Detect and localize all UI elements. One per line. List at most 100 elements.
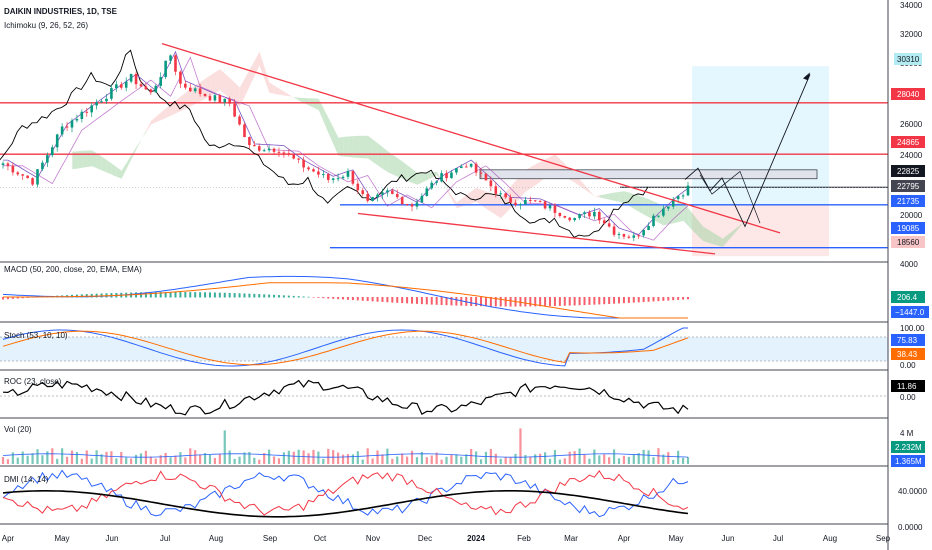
macd-hist-bar (588, 297, 591, 305)
candle-body (341, 176, 345, 179)
volume-bar (524, 454, 527, 464)
cloud-segment (303, 98, 309, 106)
stoch-d-value: 38.43 (897, 350, 918, 359)
candle-body (346, 171, 350, 177)
candle-body (430, 182, 434, 189)
tag-18560: 18560 (897, 238, 920, 247)
tag-21735: 21735 (897, 197, 920, 206)
cloud-segment (693, 214, 699, 237)
volume-bar (376, 450, 379, 464)
vol-value: 2.232M (895, 443, 922, 452)
volume-bar (337, 452, 340, 464)
cloud-segment (333, 127, 339, 156)
cloud-segment (446, 188, 452, 200)
roc-tick-0: 0.00 (900, 393, 916, 402)
macd-hist-bar (312, 297, 315, 298)
volume-bar (588, 458, 591, 464)
candle-body (322, 174, 325, 176)
volume-bar (346, 454, 350, 464)
candle-body (139, 84, 143, 87)
volume-bar (603, 454, 606, 464)
candle-body (543, 201, 547, 209)
candle-body (238, 116, 241, 125)
macd-hist-bar (174, 292, 177, 298)
macd-value: 206.4 (897, 293, 918, 302)
price-pane[interactable] (0, 43, 888, 257)
macd-hist-bar (238, 293, 241, 298)
time-tick-apr: Apr (2, 534, 15, 543)
cloud-segment (427, 172, 432, 181)
candle-body (302, 159, 305, 168)
candle-body (60, 126, 64, 135)
cloud-segment (456, 198, 462, 209)
volume-bar (41, 455, 44, 464)
candle-body (154, 85, 158, 93)
volume-bar (686, 457, 690, 464)
candle-body (637, 235, 641, 237)
stoch-pane[interactable] (0, 327, 888, 367)
dmi-pane[interactable] (2, 469, 689, 518)
candle-body (509, 197, 512, 203)
volume-bar (277, 458, 281, 464)
cloud-segment (382, 147, 388, 173)
macd-hist-bar (558, 297, 561, 306)
macd-hist-bar (386, 297, 389, 303)
volume-bar (16, 457, 19, 464)
cloud-segment (476, 187, 482, 206)
roc-pane[interactable] (0, 379, 888, 416)
candle-body (272, 148, 276, 152)
candle-body (617, 234, 621, 236)
candle-body (671, 199, 675, 207)
cloud-segment (284, 91, 290, 97)
macd-pane[interactable] (2, 275, 689, 319)
candle-body (445, 173, 448, 179)
macd-hist-bar (287, 295, 290, 298)
candle-body (169, 55, 172, 61)
cloud-segment (471, 187, 477, 204)
stoch-d-line (2, 330, 689, 366)
macd-hist-bar (218, 292, 221, 298)
macd-hist-bar (534, 297, 537, 307)
macd-hist-bar (6, 297, 9, 300)
cloud-segment (299, 97, 304, 103)
volume-bar (622, 455, 626, 464)
lagging-span (0, 49, 649, 238)
macd-hist-bar (406, 297, 409, 304)
candle-body (494, 186, 498, 194)
macd-hist-bar (95, 293, 98, 298)
volume-bar (563, 458, 566, 464)
volume-bar (558, 459, 561, 464)
candle-body (662, 208, 665, 216)
macd-hist-bar (642, 297, 645, 303)
volume-bar (667, 452, 670, 464)
time-tick-sep: Sep (876, 534, 891, 543)
volume-pane[interactable] (1, 428, 690, 464)
candle-body (469, 163, 473, 167)
vol-tick: 4 M (900, 429, 914, 438)
macd-hist-bar (529, 297, 532, 307)
cloud-segment (116, 167, 122, 179)
candle-body (400, 197, 404, 205)
cloud-segment (338, 137, 344, 157)
candle-body (149, 89, 153, 93)
cloud-segment (496, 195, 501, 218)
cloud-segment (348, 136, 354, 158)
macd-hist-bar (223, 292, 226, 298)
volume-bar (95, 450, 98, 464)
cloud-segment (101, 156, 107, 173)
candle-body (297, 158, 300, 160)
volume-bar (85, 450, 88, 464)
macd-hist-bar (351, 297, 354, 301)
macd-hist-bar (568, 297, 571, 306)
candle-body (391, 190, 394, 194)
macd-hist-bar (292, 295, 295, 298)
macd-hist-bar (154, 292, 157, 298)
candle-body (642, 229, 645, 236)
volume-bar (297, 449, 300, 464)
time-axis[interactable]: Apr May Jun Jul Aug Sep Oct Nov Dec 2024 Feb Mar Apr… (2, 534, 891, 543)
macd-hist-bar (470, 297, 473, 306)
cloud-segment (555, 154, 561, 174)
time-tick-oct: Oct (314, 534, 327, 543)
macd-hist-bar (391, 297, 394, 303)
